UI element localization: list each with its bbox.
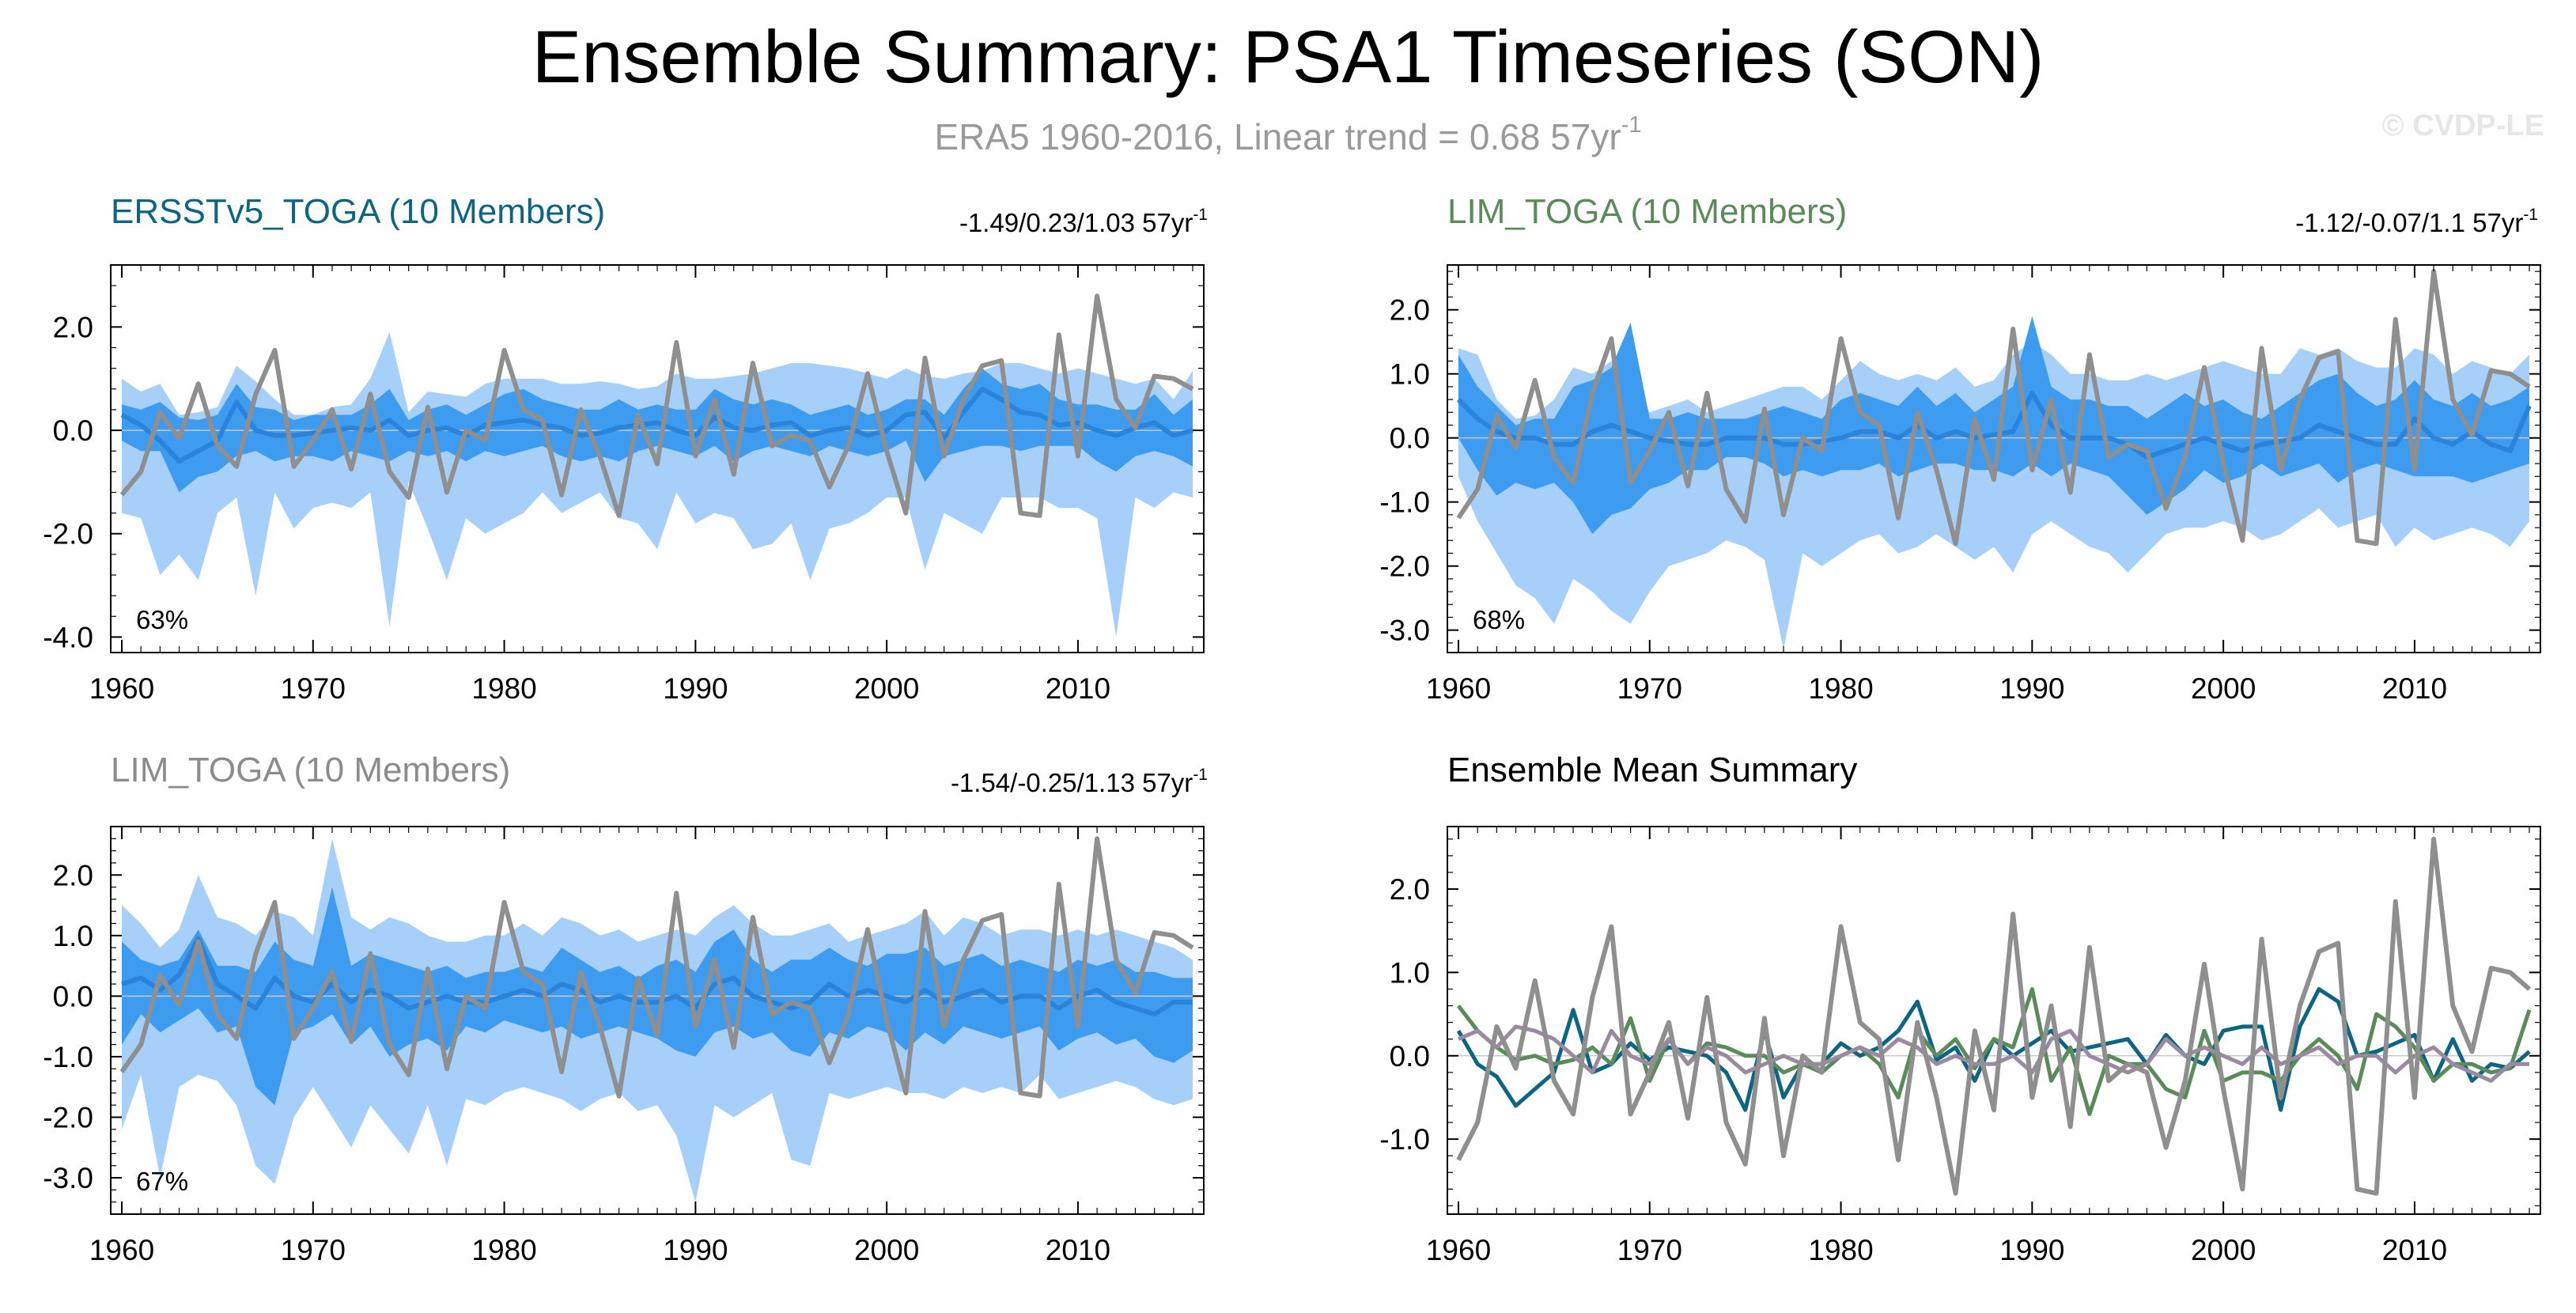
y-tick-label: 2.0 — [53, 859, 93, 891]
percent-label: 63% — [136, 605, 188, 634]
panel-title-lim: LIM_TOGA (10 Members) — [1447, 192, 1848, 231]
y-tick-label: -2.0 — [43, 518, 93, 551]
panel-trend-lim-2: -1.54/-0.25/1.13 57yr-1 — [951, 758, 1208, 800]
y-tick-label: 2.0 — [53, 311, 93, 343]
y-tick-label: -1.0 — [1379, 1123, 1430, 1156]
trend-text: -1.54/-0.25/1.13 57yr — [950, 768, 1193, 797]
panel-trend-lim: -1.12/-0.07/1.1 57yr-1 — [2295, 198, 2538, 240]
subtitle-exponent: -1 — [1621, 112, 1642, 138]
y-tick-label: -4.0 — [43, 621, 93, 653]
x-tick-label: 2010 — [1046, 672, 1110, 705]
ensemble-mean-line — [120, 386, 1193, 464]
x-tick-label: 2000 — [854, 1234, 919, 1266]
x-tick-label: 1990 — [663, 1234, 728, 1266]
x-tick-label: 1960 — [1426, 1234, 1491, 1266]
x-tick-label: 1960 — [89, 672, 154, 705]
y-tick-label: 0.0 — [53, 980, 93, 1012]
subtitle-text: ERA5 1960-2016, Linear trend = 0.68 57yr — [934, 116, 1621, 157]
percent-label: 68% — [1473, 605, 1525, 634]
x-tick-label: 2010 — [2382, 1234, 2447, 1266]
y-tick-label: 0.0 — [53, 414, 93, 447]
band-10-90 — [1458, 316, 2529, 535]
x-tick-label: 1990 — [1999, 672, 2064, 705]
y-tick-label: 0.0 — [1390, 1040, 1430, 1073]
x-tick-label: 1980 — [1808, 672, 1873, 705]
x-tick-label: 1960 — [89, 1234, 154, 1266]
figure-title: Ensemble Summary: PSA1 Timeseries (SON) — [531, 15, 2045, 98]
panel-title-ersst: ERSSTv5_TOGA (10 Members) — [111, 192, 606, 231]
y-tick-label: 1.0 — [53, 920, 93, 952]
y-tick-label: 0.0 — [1390, 422, 1430, 455]
figure-subtitle: ERA5 1960-2016, Linear trend = 0.68 57yr… — [0, 100, 2576, 162]
x-tick-label: 2000 — [854, 672, 919, 705]
trend-text: -1.49/0.23/1.03 57yr — [959, 208, 1193, 237]
trend-text: -1.12/-0.07/1.1 57yr — [2295, 208, 2524, 237]
x-tick-label: 1980 — [471, 1234, 536, 1266]
y-tick-label: -1.0 — [1379, 486, 1430, 519]
x-tick-label: 1980 — [1808, 1234, 1873, 1266]
x-tick-label: 1980 — [471, 672, 536, 705]
observed-line — [119, 293, 1194, 518]
trend-exponent: -1 — [1193, 766, 1208, 784]
x-tick-label: 2010 — [1046, 1234, 1110, 1266]
observed-line — [119, 836, 1194, 1099]
x-tick-label: 1970 — [281, 1234, 346, 1266]
series-line-lim_toga — [1458, 1024, 2529, 1083]
x-tick-label: 1970 — [1617, 672, 1682, 705]
panel-title-summary: Ensemble Mean Summary — [1447, 751, 1858, 789]
y-tick-label: -2.0 — [43, 1102, 93, 1134]
trend-exponent: -1 — [2523, 206, 2538, 224]
y-tick-label: -3.0 — [1379, 615, 1430, 647]
y-tick-label: 1.0 — [1390, 358, 1430, 391]
x-tick-label: 2010 — [2382, 672, 2447, 705]
y-tick-label: -3.0 — [43, 1162, 93, 1194]
x-tick-label: 1990 — [1999, 1234, 2064, 1266]
band-min-max — [122, 331, 1193, 638]
y-tick-label: 1.0 — [1390, 956, 1430, 989]
x-tick-label: 2000 — [2191, 1234, 2256, 1266]
x-tick-label: 1970 — [1617, 1234, 1682, 1266]
observed-line — [1456, 269, 2531, 547]
observed-line — [1456, 836, 2531, 1196]
x-tick-label: 1970 — [281, 672, 346, 705]
credit-watermark: © CVDP-LE — [2381, 109, 2544, 142]
panel-trend-ersst: -1.49/0.23/1.03 57yr-1 — [959, 198, 1208, 240]
percent-label: 67% — [136, 1167, 188, 1196]
ensemble-mean-line — [1456, 391, 2532, 460]
y-tick-label: 2.0 — [1390, 873, 1430, 906]
y-tick-label: -2.0 — [1379, 551, 1430, 583]
x-tick-label: 1990 — [663, 672, 728, 705]
x-tick-label: 1960 — [1426, 672, 1491, 705]
y-tick-label: 2.0 — [1390, 294, 1430, 327]
y-tick-label: -1.0 — [43, 1041, 93, 1073]
panel-title-lim-2: LIM_TOGA (10 Members) — [111, 751, 511, 789]
ensemble-mean-line — [121, 936, 1193, 1017]
trend-exponent: -1 — [1193, 206, 1208, 224]
x-tick-label: 2000 — [2191, 672, 2256, 705]
